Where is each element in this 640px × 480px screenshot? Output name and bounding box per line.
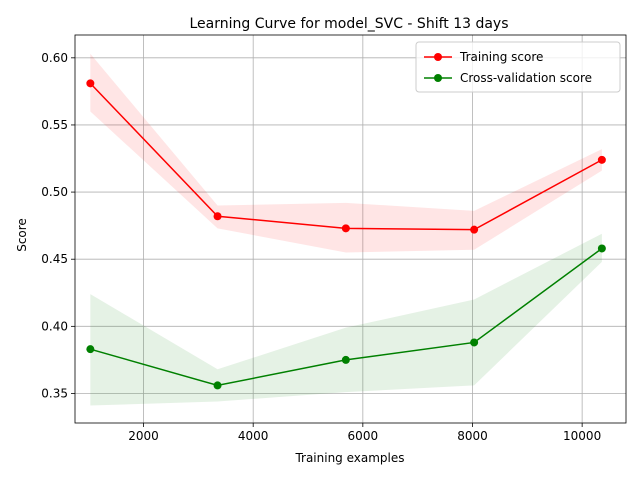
y-tick-label-0: 0.35 [41,386,68,400]
x-tick-label-1: 4000 [238,429,269,443]
legend-marker-0 [434,53,442,61]
y-tick-label-3: 0.50 [41,185,68,199]
y-axis-label: Score [15,218,29,252]
series-0-point-1 [213,212,222,221]
series-1-point-2 [341,355,350,364]
series-1-point-0 [86,345,95,354]
y-tick-label-1: 0.40 [41,319,68,333]
series-0-point-2 [341,224,350,233]
y-tick-label-5: 0.60 [41,51,68,65]
series-0-point-0 [86,79,95,88]
axes-frame [74,34,627,424]
x-tick-label-0: 2000 [128,429,159,443]
legend-label-1: Cross-validation score [460,71,592,85]
legend-marker-1 [434,74,442,82]
legend-label-0: Training score [459,50,543,64]
x-tick-label-2: 6000 [348,429,379,443]
series-1-point-4 [597,244,606,253]
series-0-band [90,53,602,253]
x-axis-label: Training examples [294,451,404,465]
legend: Training score Cross-validation score [415,41,621,93]
x-tick-label-3: 8000 [457,429,488,443]
legend-box [415,41,621,93]
series-0-point-3 [470,225,479,234]
chart-title: Learning Curve for model_SVC - Shift 13 … [189,16,508,32]
series-1-point-3 [470,338,479,347]
series-0-point-4 [597,155,606,164]
y-tick-label-4: 0.55 [41,118,68,132]
y-tick-label-2: 0.45 [41,252,68,266]
x-tick-label-4: 10000 [563,429,601,443]
series-1-band [90,233,602,406]
series-1-point-1 [213,381,222,390]
